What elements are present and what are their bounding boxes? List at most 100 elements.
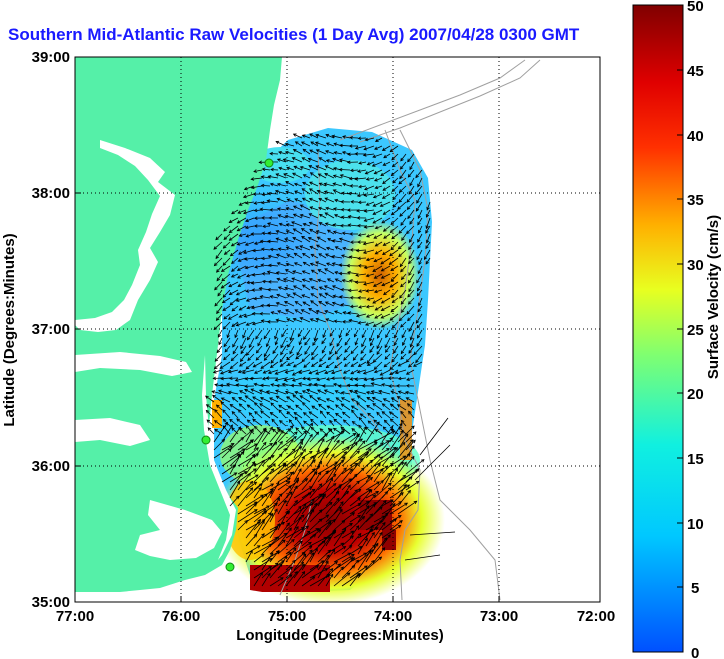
current-vector	[276, 302, 287, 307]
current-vector	[391, 169, 399, 176]
current-vector-head	[332, 473, 337, 478]
current-vector	[381, 426, 394, 443]
current-vector	[289, 345, 295, 354]
current-vector-head	[354, 377, 359, 381]
current-vector-head	[323, 450, 327, 454]
current-vector-head	[253, 382, 258, 387]
current-vector	[267, 240, 279, 243]
current-vector	[308, 237, 319, 243]
current-vector	[285, 461, 298, 475]
current-vector-head	[228, 219, 233, 223]
current-vector-head	[220, 376, 224, 381]
current-vector-head	[218, 341, 222, 346]
current-vector	[302, 253, 311, 259]
current-vector	[245, 447, 259, 459]
current-vector-head	[408, 410, 412, 415]
current-vector-head	[326, 411, 330, 416]
current-vector	[349, 390, 359, 395]
current-vector-head	[310, 141, 314, 145]
current-vector	[267, 304, 279, 307]
current-vector	[214, 257, 223, 266]
current-vector-head	[298, 382, 302, 386]
current-vector-head	[313, 337, 317, 342]
current-vector-head	[400, 350, 405, 355]
current-vector	[221, 273, 231, 282]
current-vector	[349, 533, 362, 547]
current-vector-head	[335, 397, 340, 401]
current-vector	[409, 217, 415, 225]
current-vector	[221, 424, 233, 443]
current-vector	[325, 165, 335, 171]
current-vector	[373, 512, 388, 531]
current-vector-head	[397, 515, 402, 519]
current-vector-head	[340, 501, 344, 505]
current-vector-head	[334, 214, 338, 218]
current-vector-head	[292, 237, 297, 241]
current-vector-head	[250, 388, 255, 392]
current-vector-head	[402, 342, 406, 346]
current-vector	[364, 265, 375, 269]
current-vector-head	[397, 245, 402, 250]
current-vector-head	[415, 359, 419, 364]
current-vector	[229, 217, 239, 223]
current-vector-head	[365, 391, 370, 395]
current-vector-head	[353, 473, 358, 478]
current-vector	[366, 305, 375, 308]
current-vector-head	[286, 294, 291, 298]
current-vector	[405, 468, 420, 483]
current-vector-head	[275, 253, 280, 257]
current-vector-head	[215, 404, 220, 409]
current-vector	[397, 461, 407, 475]
current-vector-head	[415, 468, 420, 472]
current-vector-head	[349, 232, 353, 236]
current-vector-head	[340, 215, 345, 220]
current-vector-head	[244, 395, 249, 399]
current-vector-head	[257, 518, 262, 523]
current-vector-head	[357, 514, 361, 519]
land	[75, 57, 290, 602]
current-vector	[279, 223, 287, 227]
current-vector-head	[294, 431, 298, 435]
current-vector	[211, 390, 223, 395]
current-vector-head	[214, 428, 218, 433]
current-vector-head	[253, 370, 258, 374]
current-vector-head	[214, 286, 218, 291]
current-vector	[310, 318, 319, 323]
current-vector	[381, 305, 391, 311]
current-vector-head	[246, 280, 250, 285]
current-vector	[325, 549, 336, 563]
current-vector-head	[285, 510, 289, 514]
current-vector-head	[256, 545, 261, 549]
current-vector-head	[357, 502, 362, 507]
current-vector	[317, 536, 331, 555]
current-vector-head	[255, 447, 260, 451]
current-vector-head	[236, 227, 241, 232]
current-vector	[253, 169, 263, 172]
current-vector-head	[400, 222, 404, 226]
current-vector-head	[324, 568, 329, 572]
current-vector	[334, 151, 343, 155]
current-vector-head	[269, 295, 274, 299]
current-vector	[214, 428, 223, 435]
current-vector-head	[416, 279, 420, 284]
current-vector	[286, 167, 295, 171]
current-vector	[400, 161, 407, 170]
current-vector	[399, 289, 407, 299]
current-vector-head	[387, 534, 391, 538]
current-vector-head	[238, 307, 243, 311]
current-vector-head	[290, 438, 294, 443]
current-vector	[277, 500, 287, 515]
current-vector-head	[372, 283, 377, 287]
current-vector	[252, 396, 263, 403]
current-vector-head	[302, 261, 307, 266]
current-vector	[374, 145, 383, 150]
current-vector-head	[399, 213, 403, 217]
current-vector	[317, 568, 334, 587]
current-vector-head	[308, 165, 313, 169]
current-vector-head	[363, 377, 368, 382]
current-vector	[342, 232, 351, 235]
current-vector-head	[400, 268, 404, 273]
current-vector	[245, 545, 261, 555]
current-vector-head	[382, 242, 387, 246]
current-vector	[232, 337, 239, 348]
